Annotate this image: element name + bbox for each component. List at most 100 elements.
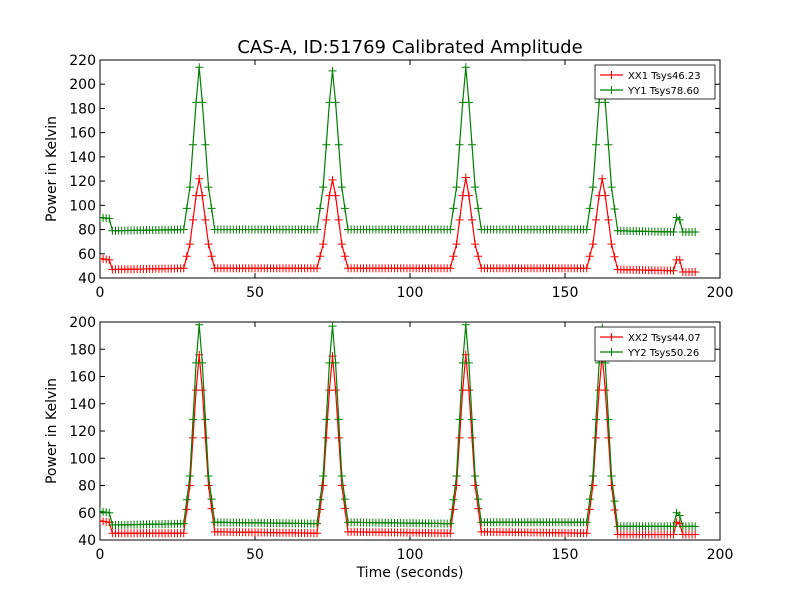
data-point-marker <box>319 240 328 249</box>
data-point-marker <box>334 415 343 424</box>
data-point-marker <box>471 240 480 249</box>
data-point-marker <box>319 183 328 192</box>
data-point-marker <box>607 471 616 480</box>
legend-box <box>594 326 716 362</box>
data-point-marker <box>195 174 204 183</box>
x-tick-label: 150 <box>552 547 579 563</box>
data-point-marker <box>337 471 346 480</box>
panels: 0 50 100 150 200 40 60 80 100 120 140 160 180 200 220 P… <box>44 53 733 563</box>
data-point-marker <box>207 504 216 513</box>
data-point-marker <box>182 252 191 261</box>
data-point-marker <box>610 252 619 261</box>
data-point-marker <box>585 204 594 213</box>
data-point-marker <box>446 519 455 528</box>
y-tick-label: 120 <box>69 424 96 440</box>
data-point-marker <box>464 358 473 367</box>
data-point-marker <box>607 481 616 490</box>
x-tick-label: 50 <box>246 547 264 563</box>
data-point-marker <box>468 215 476 224</box>
data-point-marker <box>185 183 194 192</box>
data-point-marker <box>185 240 194 249</box>
data-point-marker <box>461 173 470 182</box>
data-point-marker <box>207 204 216 213</box>
data-point-marker <box>452 183 461 192</box>
y-tick-label: 160 <box>69 370 96 386</box>
series-xx <box>100 173 700 276</box>
y-tick-label: 40 <box>78 533 96 549</box>
y-tick-label: 60 <box>78 506 96 522</box>
data-point-marker <box>588 471 597 480</box>
data-point-marker <box>474 504 483 513</box>
data-point-marker <box>201 415 210 424</box>
data-point-marker <box>337 240 346 249</box>
x-tick-label: 0 <box>96 285 105 301</box>
y-tick-label: 140 <box>69 150 96 166</box>
data-point-marker <box>331 358 340 367</box>
y-tick-label: 80 <box>78 223 96 239</box>
data-point-marker <box>340 504 349 513</box>
data-point-marker <box>601 191 610 200</box>
data-point-marker <box>588 183 597 192</box>
data-point-marker <box>449 505 458 514</box>
data-point-marker <box>204 240 213 249</box>
data-point-marker <box>604 140 613 149</box>
data-point-marker <box>452 481 461 490</box>
x-tick-label: 200 <box>707 547 734 563</box>
y-tick-label: 40 <box>78 271 96 287</box>
data-point-marker <box>328 175 337 184</box>
data-point-marker <box>452 240 461 249</box>
data-point-marker <box>601 98 610 107</box>
y-tick-label: 60 <box>78 247 96 263</box>
data-point-marker <box>582 264 591 273</box>
data-point-marker <box>468 433 476 442</box>
data-point-marker <box>201 433 210 442</box>
legend-marker <box>607 71 616 79</box>
data-point-marker <box>204 481 213 490</box>
data-point-marker <box>189 415 197 424</box>
data-point-marker <box>185 471 194 480</box>
data-point-marker <box>691 522 700 531</box>
series-yy <box>100 63 700 236</box>
data-point-marker <box>691 227 700 236</box>
data-point-marker <box>105 508 114 517</box>
data-point-marker <box>669 530 678 539</box>
series-xx <box>100 350 700 539</box>
data-point-marker <box>471 481 480 490</box>
y-tick-label: 180 <box>69 101 96 117</box>
y-tick-label: 200 <box>69 77 96 93</box>
data-point-marker <box>313 519 321 528</box>
data-point-marker <box>601 386 610 395</box>
chart-panel-2: 0 50 100 150 200 40 60 80 100 120 140 160 180 200 Powe… <box>44 315 733 563</box>
data-point-marker <box>189 140 197 149</box>
data-point-marker <box>189 433 197 442</box>
data-point-marker <box>316 505 325 514</box>
data-point-marker <box>598 174 607 183</box>
y-axis-label: Power in Kelvin <box>44 116 60 222</box>
data-point-marker <box>604 215 613 224</box>
data-point-marker <box>669 522 678 531</box>
data-point-marker <box>207 495 216 504</box>
legend-label: XX1 Tsys46.23 <box>628 71 701 82</box>
data-point-marker <box>334 433 343 442</box>
data-point-marker <box>471 471 480 480</box>
y-tick-label: 140 <box>69 397 96 413</box>
data-point-marker <box>446 529 455 538</box>
data-point-marker <box>331 191 340 200</box>
data-point-marker <box>592 415 600 424</box>
data-point-marker <box>328 322 337 331</box>
legend-label: XX2 Tsys44.07 <box>628 333 701 344</box>
data-point-marker <box>331 386 340 395</box>
data-point-marker <box>313 529 321 538</box>
x-tick-label: 0 <box>96 547 105 563</box>
data-point-marker <box>189 215 197 224</box>
data-point-marker <box>313 225 321 234</box>
data-point-marker <box>452 471 461 480</box>
data-point-marker <box>319 481 328 490</box>
data-point-marker <box>105 214 114 223</box>
data-point-marker <box>468 140 476 149</box>
data-point-marker <box>198 98 207 107</box>
data-point-marker <box>455 215 464 224</box>
data-point-marker <box>588 240 597 249</box>
data-point-marker <box>316 252 325 261</box>
